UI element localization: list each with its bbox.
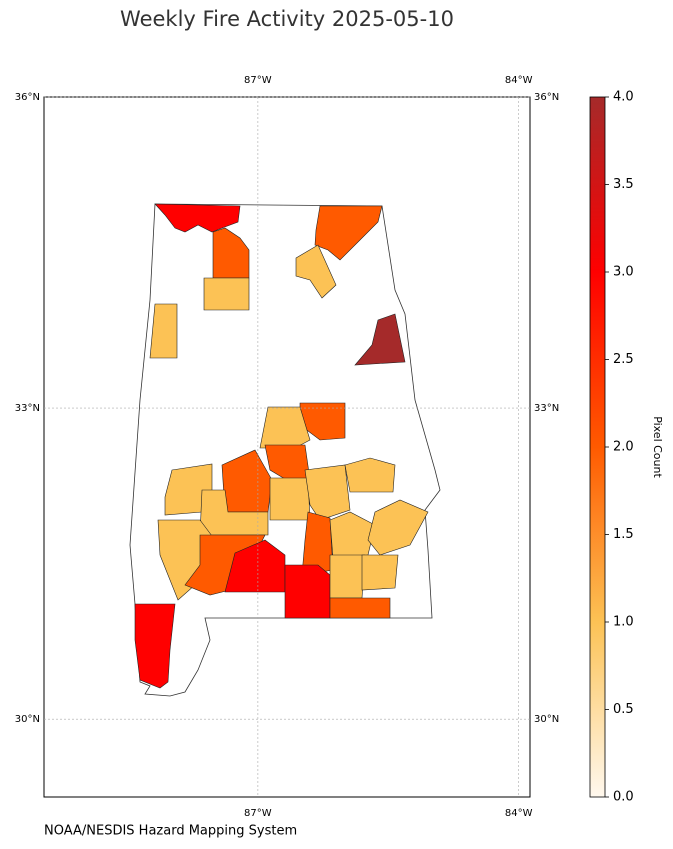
colorbar-tick-label: 1.5	[613, 527, 634, 542]
lat-label-right: 30°N	[534, 714, 559, 725]
lon-label-top: 87°W	[244, 75, 272, 86]
county	[367, 499, 429, 556]
lon-label-bottom: 84°W	[505, 808, 533, 819]
county	[329, 597, 391, 619]
county	[149, 303, 178, 359]
county	[154, 203, 241, 233]
county	[344, 457, 396, 493]
county	[134, 603, 176, 689]
county	[361, 554, 399, 591]
lat-label-left: 30°N	[15, 714, 40, 725]
colorbar-tick-label: 2.0	[613, 440, 634, 455]
colorbar-tick-label: 1.0	[613, 615, 634, 630]
source: NOAA/NESDIS Hazard Mapping System	[44, 824, 297, 839]
title: Weekly Fire Activity 2025-05-10	[120, 7, 454, 31]
colorbar-label: Pixel Count	[651, 416, 664, 478]
map-frame	[43, 96, 531, 798]
county	[295, 244, 337, 299]
lat-label-left: 36°N	[15, 92, 40, 103]
counties	[134, 203, 429, 689]
county	[304, 464, 351, 521]
lat-label-right: 36°N	[534, 92, 559, 103]
colorbar-tick-label: 3.5	[613, 177, 634, 192]
county	[354, 313, 406, 366]
county	[284, 564, 331, 619]
colorbar-tick-label: 0.5	[613, 702, 634, 717]
lat-label-left: 33°N	[15, 403, 40, 414]
county	[269, 477, 311, 521]
lat-label-right: 33°N	[534, 403, 559, 414]
lon-label-bottom: 87°W	[244, 808, 272, 819]
county	[314, 205, 383, 261]
colorbar-tick-label: 4.0	[613, 90, 634, 105]
colorbar	[589, 96, 606, 798]
county	[203, 277, 250, 311]
colorbar-tick-label: 3.0	[613, 265, 634, 280]
colorbar-tick-label: 0.0	[613, 790, 634, 805]
county	[259, 406, 311, 449]
colorbar-tick-label: 2.5	[613, 352, 634, 367]
county	[329, 554, 366, 599]
lon-label-top: 84°W	[505, 75, 533, 86]
